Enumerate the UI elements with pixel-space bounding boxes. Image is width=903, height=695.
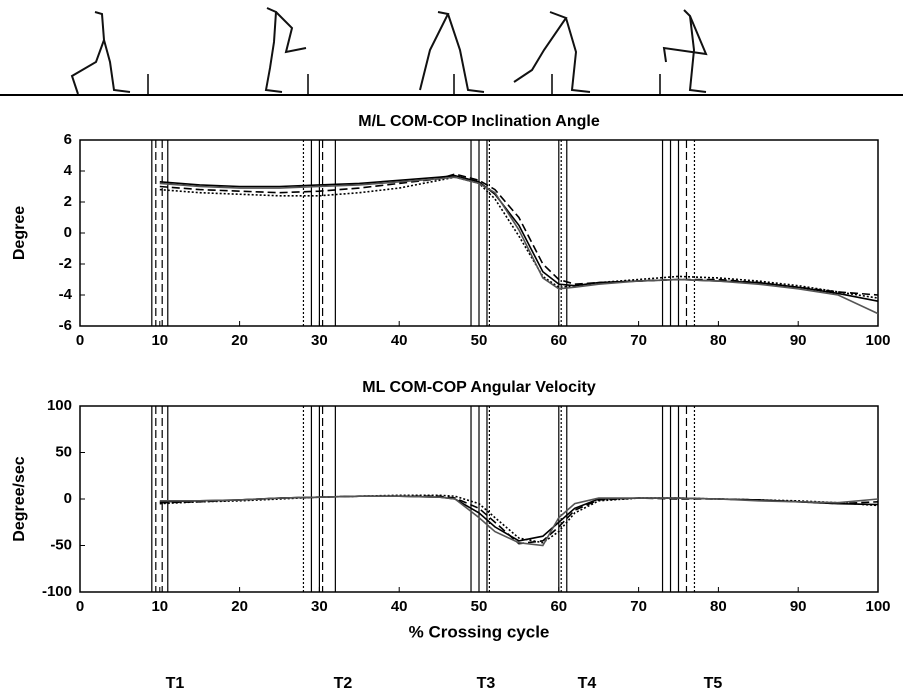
- y-axis-label: Degree/sec: [11, 456, 28, 541]
- x-tick-label: 20: [231, 332, 248, 349]
- x-tick-label: 10: [151, 332, 168, 349]
- stick-figure: [419, 11, 450, 91]
- stick-figure: [683, 9, 707, 93]
- stick-figure: [70, 39, 105, 95]
- y-axis-label: Degree: [11, 206, 28, 260]
- y-tick-label: -6: [59, 317, 72, 334]
- y-tick-label: 6: [64, 131, 72, 148]
- x-axis-label: % Crossing cycle: [409, 622, 550, 641]
- x-tick-label: 30: [311, 332, 328, 349]
- phase-label: T2: [334, 675, 353, 692]
- y-tick-label: 4: [64, 162, 73, 179]
- y-tick-label: 0: [64, 224, 72, 241]
- x-tick-label: 90: [790, 598, 807, 615]
- y-tick-label: 50: [55, 443, 72, 460]
- phase-label: T5: [704, 675, 723, 692]
- data-line: [159, 173, 879, 296]
- chart-title: M/L COM-COP Inclination Angle: [358, 113, 600, 130]
- data-line: [159, 176, 879, 299]
- data-line: [159, 174, 879, 302]
- y-tick-label: 0: [64, 490, 72, 507]
- stick-figure: [447, 13, 485, 93]
- y-tick-label: -100: [42, 583, 72, 600]
- y-tick-label: 100: [47, 397, 72, 414]
- chart-title: ML COM-COP Angular Velocity: [362, 379, 596, 396]
- phase-label: T3: [477, 675, 496, 692]
- x-tick-label: 80: [710, 598, 727, 615]
- x-tick-label: 60: [550, 332, 567, 349]
- stick-figures: [0, 7, 903, 96]
- phase-label: T4: [578, 675, 597, 692]
- x-tick-label: 40: [391, 332, 408, 349]
- x-tick-label: 20: [231, 598, 248, 615]
- x-tick-label: 80: [710, 332, 727, 349]
- y-tick-label: 2: [64, 193, 72, 210]
- data-line: [159, 494, 879, 544]
- data-line: [159, 495, 879, 547]
- x-tick-label: 100: [865, 598, 890, 615]
- x-tick-label: 60: [550, 598, 567, 615]
- data-line: [159, 495, 879, 545]
- stick-figure: [264, 7, 283, 93]
- stick-figure: [513, 11, 568, 83]
- x-tick-label: 50: [471, 598, 488, 615]
- data-line: [159, 495, 879, 542]
- stick-figure: [94, 11, 131, 93]
- x-tick-label: 40: [391, 598, 408, 615]
- x-tick-label: 10: [151, 598, 168, 615]
- y-tick-label: -50: [50, 536, 72, 553]
- x-tick-label: 100: [865, 332, 890, 349]
- stick-figure: [275, 11, 307, 54]
- x-tick-label: 30: [311, 598, 328, 615]
- y-tick-label: -4: [59, 286, 73, 303]
- x-tick-label: 0: [76, 598, 84, 615]
- y-tick-label: -2: [59, 255, 72, 272]
- x-tick-label: 70: [630, 332, 647, 349]
- phase-label: T1: [166, 675, 185, 692]
- data-line: [159, 176, 879, 315]
- stick-figure: [565, 17, 591, 93]
- x-tick-label: 90: [790, 332, 807, 349]
- x-tick-label: 0: [76, 332, 84, 349]
- x-tick-label: 50: [471, 332, 488, 349]
- x-tick-label: 70: [630, 598, 647, 615]
- stick-figure: [662, 15, 708, 63]
